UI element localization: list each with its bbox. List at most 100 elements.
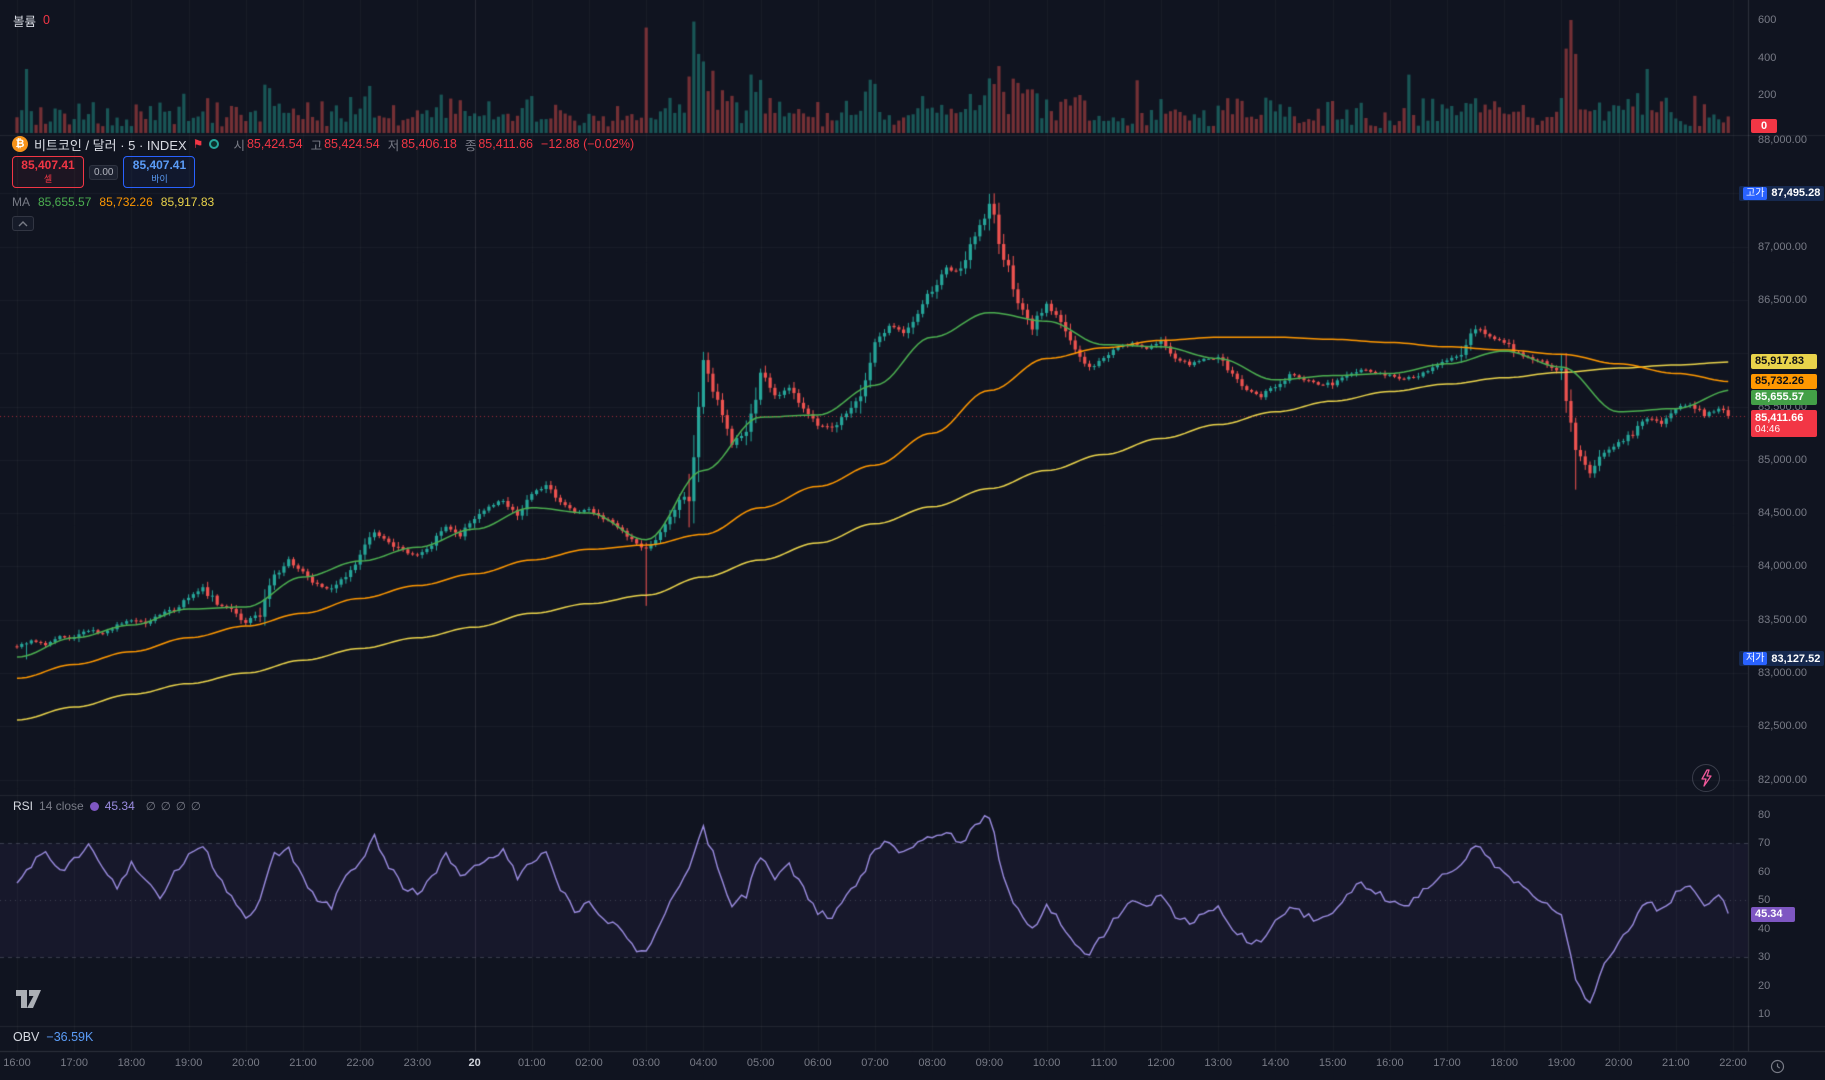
last-price-value: 85,411.66 xyxy=(1755,411,1804,424)
rsi-axis-tick: 10 xyxy=(1758,1008,1771,1020)
rsi-axis-tick: 30 xyxy=(1758,951,1771,964)
ma-value-badge: 85,917.83 xyxy=(1751,354,1817,370)
buy-label: 바이 xyxy=(151,173,168,184)
ma-value-badge: 85,655.57 xyxy=(1751,390,1817,406)
time-axis-label: 03:00 xyxy=(632,1057,660,1069)
time-axis-label: 08:00 xyxy=(918,1057,946,1069)
close-value: 85,411.66 xyxy=(478,137,534,151)
quick-trade-lightning-button[interactable] xyxy=(1692,764,1720,792)
symbol-legend: ₿ 비트코인 / 달러 · 5 · INDEX ⚑ 시 85,424.54 고 … xyxy=(12,134,640,154)
rsi-axis-tick: 20 xyxy=(1758,979,1771,992)
tradingview-logo-icon xyxy=(16,990,41,1008)
time-axis-label: 22:00 xyxy=(346,1057,374,1069)
open-value: 85,424.54 xyxy=(246,137,303,151)
volume-axis-tick: 200 xyxy=(1758,89,1777,102)
low-badge-chip: 저가 xyxy=(1743,652,1768,666)
sell-price: 85,407.41 xyxy=(21,158,75,173)
time-axis-label: 22:00 xyxy=(1719,1057,1747,1069)
low-label: 저 xyxy=(387,138,400,153)
timezone-clock-icon[interactable] xyxy=(1768,1057,1786,1075)
ohlc-row: 시 85,424.54 고 85,424.54 저 85,406.18 종 85… xyxy=(233,135,640,154)
ma-mid-value: 85,732.26 xyxy=(99,195,153,209)
time-axis-label: 23:00 xyxy=(403,1057,432,1069)
clock-icon xyxy=(1770,1059,1784,1073)
session-high-badge: 고가 87,495.28 xyxy=(1739,185,1825,201)
time-axis-label: 21:00 xyxy=(289,1057,317,1069)
time-axis[interactable]: 16:00 17:00 18:00 19:00 20:00 21:00 22:00 23:00… xyxy=(0,1052,1825,1080)
obv-legend: OBV −36.59K xyxy=(13,1029,93,1045)
time-axis-label: 19:00 xyxy=(174,1057,203,1069)
rsi-empty-arg: ∅ xyxy=(190,801,201,813)
rsi-empty-args: ∅ ∅ ∅ ∅ xyxy=(141,799,201,813)
time-axis-label: 19:00 xyxy=(1547,1057,1576,1069)
price-axis-tick: 82,500.00 xyxy=(1758,720,1807,733)
price-axis-tick: 84,000.00 xyxy=(1758,560,1807,573)
rsi-params: 14 close xyxy=(39,799,84,813)
time-axis-label: 09:00 xyxy=(975,1057,1004,1069)
time-axis-label: 17:00 xyxy=(1433,1057,1461,1069)
session-low-badge: 저가 83,127.52 xyxy=(1739,651,1825,667)
open-label: 시 xyxy=(233,138,245,153)
change-value: −12.88 (−0.02%) xyxy=(541,137,635,151)
buy-button[interactable]: 85,407.41 바이 xyxy=(123,156,196,188)
low-value: 85,406.18 xyxy=(401,137,457,151)
high-value: 85,424.54 xyxy=(324,137,380,151)
session-low-value: 83,127.52 xyxy=(1771,652,1821,665)
price-axis-tick: 83,000.00 xyxy=(1758,667,1807,679)
time-axis-label: 15:00 xyxy=(1318,1057,1347,1069)
market-status-dot[interactable] xyxy=(209,139,220,149)
volume-pane-title[interactable]: 볼륨 xyxy=(13,14,37,29)
flag-icon[interactable]: ⚑ xyxy=(192,137,204,151)
price-axis-tick: 82,000.00 xyxy=(1758,773,1807,786)
price-axis-tick: 83,500.00 xyxy=(1758,613,1807,626)
rsi-title[interactable]: RSI xyxy=(13,799,34,813)
bitcoin-icon: ₿ xyxy=(12,136,28,152)
time-axis-label: 13:00 xyxy=(1204,1057,1232,1069)
rsi-empty-arg: ∅ xyxy=(160,801,171,813)
rsi-value-badge: 45.34 xyxy=(1751,906,1795,922)
obv-title[interactable]: OBV xyxy=(13,1030,40,1044)
ma-legend: MA 85,655.57 85,732.26 85,917.83 xyxy=(12,194,214,210)
sell-button[interactable]: 85,407.41 셀 xyxy=(12,156,84,188)
ma-label: MA xyxy=(12,195,30,209)
price-axis-tick: 87,000.00 xyxy=(1758,240,1807,253)
price-axis-tick: 86,500.00 xyxy=(1758,293,1807,306)
time-axis-label: 10:00 xyxy=(1032,1057,1061,1069)
rsi-value: 45.34 xyxy=(104,799,135,813)
buy-price: 85,407.41 xyxy=(132,158,187,173)
sell-label: 셀 xyxy=(43,173,53,184)
price-scale[interactable]: 600 400 200 88,000.00 87,000.00 86,500.00 85,5… xyxy=(1749,0,1825,1051)
last-price-badge: 85,411.66 04:46 xyxy=(1751,409,1817,437)
high-badge-chip: 고가 xyxy=(1743,186,1768,200)
rsi-empty-arg: ∅ xyxy=(175,801,186,813)
ma-slow-value: 85,917.83 xyxy=(160,195,215,209)
ma-value-badge: 85,732.26 xyxy=(1751,374,1817,390)
candle-countdown: 04:46 xyxy=(1755,423,1781,435)
symbol-title[interactable]: 비트코인 / 달러 · 5 · INDEX xyxy=(34,137,187,153)
tradingview-logo[interactable] xyxy=(16,990,42,1014)
rsi-axis-tick: 50 xyxy=(1758,894,1771,907)
ma-fast-value: 85,655.57 xyxy=(38,195,92,209)
time-axis-label: 18:00 xyxy=(1490,1057,1518,1069)
volume-zero-badge: 0 xyxy=(1751,119,1777,133)
time-axis-label: 16:00 xyxy=(3,1057,31,1069)
spread-value: 0.00 xyxy=(89,164,119,180)
trade-widget: 85,407.41 셀 0.00 85,407.41 바이 xyxy=(12,156,196,188)
close-label: 종 xyxy=(464,138,477,153)
time-axis-label: 18:00 xyxy=(117,1057,146,1069)
time-axis-label: 14:00 xyxy=(1261,1057,1290,1069)
time-axis-label: 02:00 xyxy=(575,1057,603,1069)
time-axis-label: 20:00 xyxy=(1604,1057,1633,1069)
time-axis-label: 11:00 xyxy=(1090,1057,1118,1069)
lightning-bolt-icon xyxy=(1701,769,1712,787)
time-axis-label: 01:00 xyxy=(518,1057,546,1069)
price-axis-tick: 85,000.00 xyxy=(1758,453,1807,466)
time-axis-label: 21:00 xyxy=(1662,1057,1690,1069)
rsi-legend: RSI 14 close 45.34 ∅ ∅ ∅ ∅ xyxy=(13,798,201,814)
rsi-axis-tick: 70 xyxy=(1758,837,1771,850)
rsi-color-dot-icon xyxy=(89,801,99,811)
collapse-legend-button[interactable] xyxy=(12,216,34,231)
time-axis-label: 17:00 xyxy=(60,1057,88,1069)
